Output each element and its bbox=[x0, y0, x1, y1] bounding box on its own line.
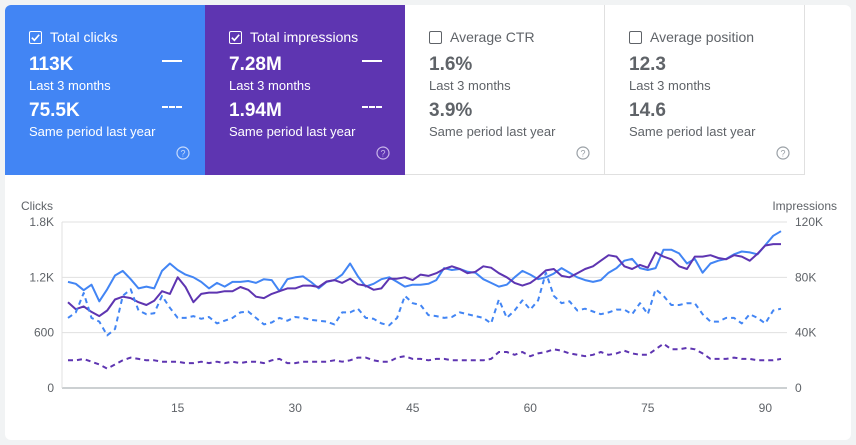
help-icon[interactable]: ? bbox=[376, 146, 390, 160]
chart-series bbox=[67, 230, 782, 370]
help-icon[interactable]: ? bbox=[776, 146, 790, 160]
y-tick-label-right: 120K bbox=[795, 215, 823, 229]
chart-gridlines bbox=[61, 221, 787, 389]
card-period: Last 3 months bbox=[229, 78, 311, 93]
dashed-line-legend-icon bbox=[362, 106, 382, 108]
y-axis-label-right: Impressions bbox=[772, 199, 837, 213]
y-axis-label-left: Clicks bbox=[21, 199, 53, 213]
checkbox-unchecked-icon[interactable] bbox=[429, 30, 442, 44]
y-tick-label-left: 1.8K bbox=[29, 215, 54, 229]
card-label: Total impressions bbox=[250, 29, 359, 45]
svg-text:?: ? bbox=[180, 149, 185, 159]
card-prev-period: Same period last year bbox=[629, 124, 756, 139]
card-prev-period: Same period last year bbox=[229, 124, 356, 139]
x-tick-label: 60 bbox=[524, 401, 538, 415]
card-period: Last 3 months bbox=[429, 78, 511, 93]
card-average-ctr[interactable]: Average CTR 1.6% Last 3 months 3.9% Same… bbox=[405, 5, 605, 175]
y-tick-label-right: 80K bbox=[795, 270, 816, 284]
card-prev-value: 3.9% bbox=[429, 100, 473, 121]
card-total-impressions[interactable]: Total impressions 7.28M Last 3 months 1.… bbox=[205, 5, 405, 175]
help-icon[interactable]: ? bbox=[576, 146, 590, 160]
series-line-clicks_current bbox=[67, 230, 782, 303]
solid-line-legend-icon bbox=[162, 60, 182, 62]
y-tick-label-left: 1.2K bbox=[29, 270, 54, 284]
card-value: 1.6% bbox=[429, 54, 473, 75]
total-clicks-toggle[interactable]: Total clicks bbox=[29, 29, 118, 45]
x-tick-label: 75 bbox=[641, 401, 655, 415]
card-prev-period: Same period last year bbox=[29, 124, 156, 139]
card-label: Average position bbox=[650, 29, 755, 45]
axis-ticks: 0 0 600 40K 1.2K 80K 1.8K 120K 15 30 45 60 75 90 bbox=[29, 215, 823, 415]
card-value: 113K bbox=[29, 54, 74, 75]
card-label: Total clicks bbox=[50, 29, 118, 45]
y-tick-label-right: 40K bbox=[795, 326, 816, 340]
x-tick-label: 15 bbox=[171, 401, 185, 415]
metric-cards: Total clicks 113K Last 3 months 75.5K Sa… bbox=[5, 5, 805, 175]
x-tick-label: 30 bbox=[289, 401, 303, 415]
card-value: 12.3 bbox=[629, 54, 666, 75]
card-total-clicks[interactable]: Total clicks 113K Last 3 months 75.5K Sa… bbox=[5, 5, 205, 175]
card-average-position[interactable]: Average position 12.3 Last 3 months 14.6… bbox=[605, 5, 805, 175]
series-line-impressions_current bbox=[67, 243, 781, 318]
help-icon[interactable]: ? bbox=[176, 146, 190, 160]
dashed-line-legend-icon bbox=[162, 106, 182, 108]
card-prev-value: 14.6 bbox=[629, 100, 666, 121]
total-impressions-toggle[interactable]: Total impressions bbox=[229, 29, 358, 45]
card-period: Last 3 months bbox=[629, 78, 711, 93]
average-ctr-toggle[interactable]: Average CTR bbox=[429, 29, 535, 45]
checkbox-checked-icon[interactable] bbox=[29, 30, 42, 44]
x-tick-label: 45 bbox=[406, 401, 420, 415]
performance-chart[interactable]: Clicks Impressions 0 0 600 40K 1.2K 80K 1.8K 12… bbox=[5, 175, 851, 440]
performance-panel: Total clicks 113K Last 3 months 75.5K Sa… bbox=[5, 5, 851, 440]
y-tick-label-right: 0 bbox=[795, 381, 802, 395]
average-position-toggle[interactable]: Average position bbox=[629, 29, 754, 45]
card-prev-value: 75.5K bbox=[29, 100, 80, 121]
card-prev-value: 1.94M bbox=[229, 100, 282, 121]
card-value: 7.28M bbox=[229, 54, 282, 75]
card-prev-period: Same period last year bbox=[429, 124, 556, 139]
card-label: Average CTR bbox=[450, 29, 535, 45]
checkbox-unchecked-icon[interactable] bbox=[629, 30, 642, 44]
card-period: Last 3 months bbox=[29, 78, 111, 93]
svg-text:?: ? bbox=[580, 149, 585, 159]
y-tick-label-left: 600 bbox=[34, 326, 54, 340]
svg-text:?: ? bbox=[380, 149, 385, 159]
solid-line-legend-icon bbox=[362, 60, 382, 62]
checkbox-checked-icon[interactable] bbox=[229, 30, 242, 44]
series-line-impressions_previous bbox=[68, 342, 782, 370]
x-tick-label: 90 bbox=[759, 401, 773, 415]
y-tick-label-left: 0 bbox=[47, 381, 54, 395]
svg-text:?: ? bbox=[780, 149, 785, 159]
